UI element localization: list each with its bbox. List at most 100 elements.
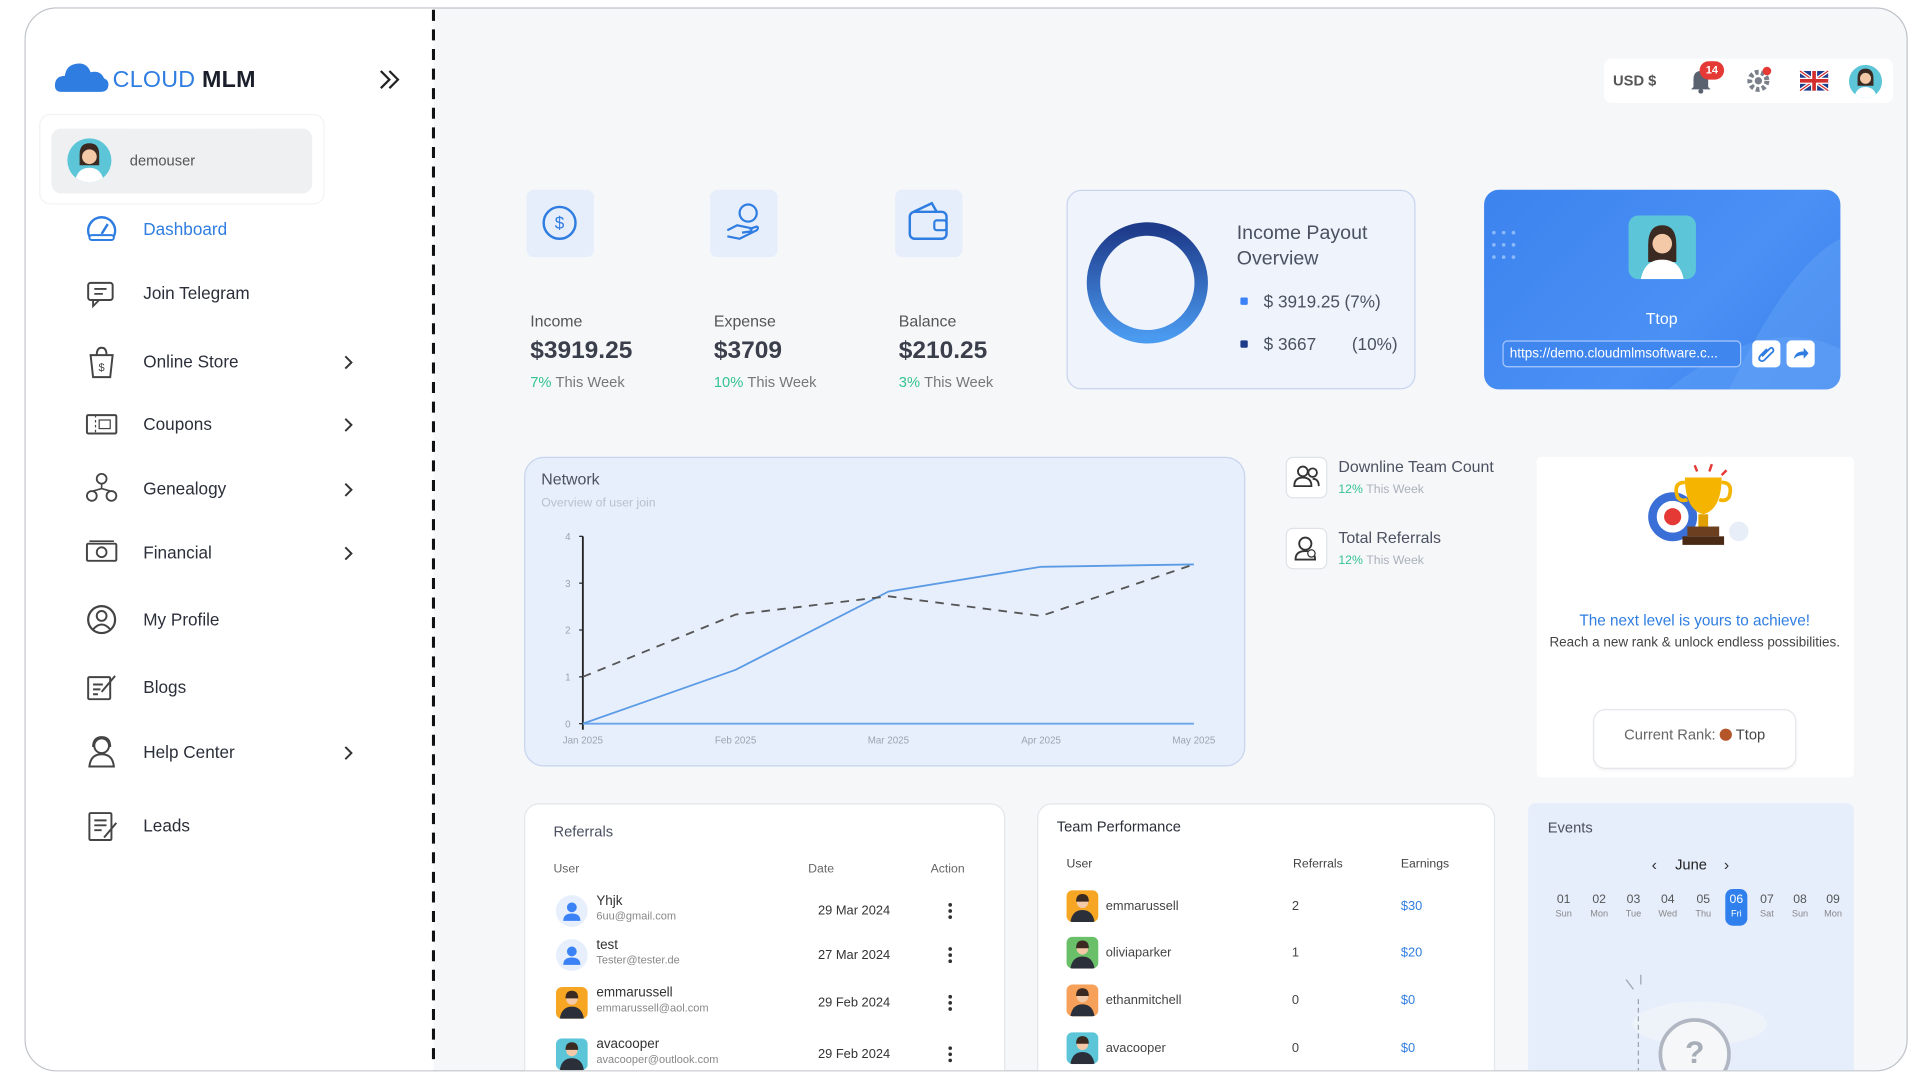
submenu-chevron xyxy=(343,481,355,497)
referral-link-box[interactable]: https://demo.cloudmlmsoftware.c... xyxy=(1502,340,1742,368)
series-line xyxy=(582,563,1194,725)
events-title: Events xyxy=(1547,819,1593,837)
share-button[interactable] xyxy=(1786,340,1815,368)
day-date[interactable]: 03 xyxy=(1626,893,1641,907)
chart-subtitle: Overview of user join xyxy=(541,496,656,510)
day-name: Wed xyxy=(1658,907,1678,919)
prev-month[interactable]: ‹ xyxy=(1651,855,1657,874)
stat-change-percent: 3% xyxy=(898,373,921,391)
copy-button[interactable] xyxy=(1752,340,1781,368)
nav-item[interactable]: Join Telegram xyxy=(143,282,250,303)
payout-donut xyxy=(1086,222,1208,344)
brand-logo xyxy=(54,63,109,92)
rank: Current Rank: Ttop xyxy=(1624,726,1765,743)
payout-card xyxy=(1066,189,1416,390)
user-email: emmarussell@aol.com xyxy=(596,1001,709,1014)
join-date: 29 Feb 2024 xyxy=(817,1046,891,1062)
day-date[interactable]: 08 xyxy=(1793,893,1807,907)
stat-change-percent: 7% xyxy=(530,373,552,391)
x-tick-label: Feb 2025 xyxy=(715,735,757,746)
trophy-illustration xyxy=(1648,463,1749,545)
team-stat-period: This Week xyxy=(1366,483,1424,497)
team-stat-change: 12% This Week xyxy=(1338,483,1424,496)
payout-title: Income Payout Overview xyxy=(1236,222,1368,270)
submenu-chevron xyxy=(343,744,355,760)
row-action-menu[interactable] xyxy=(947,902,954,919)
currency-selector[interactable]: USD $ xyxy=(1613,72,1657,90)
day-name: Sun xyxy=(1555,907,1572,919)
team-stat-period: This Week xyxy=(1366,554,1424,568)
team-stat-label: Total Referrals xyxy=(1338,528,1441,547)
referrals-card xyxy=(524,803,1006,1071)
day-date[interactable]: 09 xyxy=(1826,893,1840,907)
collapse-button[interactable] xyxy=(378,69,402,91)
team-performance-card xyxy=(1037,803,1496,1071)
notification-badge: 14 xyxy=(1699,61,1725,80)
series-line xyxy=(582,563,1195,678)
team-stat-percent: 12% xyxy=(1338,483,1363,497)
profile-avatar xyxy=(1628,215,1696,280)
stat-change-period: This Week xyxy=(747,373,817,391)
header-avatar[interactable] xyxy=(1848,64,1883,98)
nav-icon xyxy=(84,602,118,636)
nav-item[interactable]: Financial xyxy=(143,542,212,563)
language-flag[interactable] xyxy=(1798,69,1830,93)
nav-item[interactable]: My Profile xyxy=(143,609,220,630)
stat-icon xyxy=(710,189,778,258)
y-tick-label: 4 xyxy=(565,532,571,543)
day-date[interactable]: 05 xyxy=(1696,893,1711,907)
user-name: ethanmitchell xyxy=(1105,993,1182,1008)
column-header: Action xyxy=(930,862,965,877)
column-header: User xyxy=(553,862,580,877)
row-action-menu[interactable] xyxy=(947,947,954,964)
stat-icon: $ xyxy=(526,189,594,258)
profile-name: Ttop xyxy=(1645,309,1678,328)
stat-label: Balance xyxy=(898,311,957,330)
stat-label: Expense xyxy=(713,311,776,330)
y-tick-label: 2 xyxy=(565,626,570,637)
referral-link: https://demo.cloudmlmsoftware.c... xyxy=(1509,346,1718,362)
nav-item[interactable]: Blogs xyxy=(143,677,187,697)
team-stat-change: 12% This Week xyxy=(1338,554,1424,567)
user-avatar xyxy=(1066,984,1099,1017)
user-name: test xyxy=(596,937,619,953)
svg-text:$: $ xyxy=(555,213,565,233)
x-tick-label: May 2025 xyxy=(1172,735,1216,746)
submenu-chevron xyxy=(343,354,355,370)
day-date[interactable]: 06 xyxy=(1729,893,1744,907)
nav-icon xyxy=(84,407,118,441)
day-date[interactable]: 01 xyxy=(1556,893,1571,907)
nav-item[interactable]: Help Center xyxy=(143,742,235,762)
selected-day xyxy=(1725,888,1748,926)
y-tick-label: 0 xyxy=(565,719,571,730)
nav-item[interactable]: Genealogy xyxy=(143,478,227,499)
stat-change: 10% This Week xyxy=(714,373,817,390)
stat-icon xyxy=(895,189,963,258)
earnings: $0 xyxy=(1400,993,1416,1008)
nav-item[interactable]: Online Store xyxy=(143,351,239,372)
svg-text:?: ? xyxy=(1685,1034,1704,1070)
nav-icon xyxy=(84,808,118,842)
submenu-chevron xyxy=(343,545,355,561)
team-performance-title: Team Performance xyxy=(1056,817,1181,836)
settings-icon[interactable] xyxy=(1746,66,1772,93)
rank-value: Ttop xyxy=(1735,726,1766,744)
nav-item[interactable]: Dashboard xyxy=(143,219,228,239)
legend-swatch xyxy=(1240,297,1248,305)
brand-part: CLOUD xyxy=(112,67,196,94)
row-action-menu[interactable] xyxy=(947,1046,954,1063)
day-date[interactable]: 02 xyxy=(1592,893,1606,907)
nav-icon: $ xyxy=(84,344,118,379)
stat-label: Income xyxy=(530,311,583,330)
payout-amount: $ 3667 xyxy=(1263,334,1317,354)
nav-item[interactable]: Leads xyxy=(143,815,190,836)
next-month[interactable]: › xyxy=(1723,855,1730,874)
user-avatar xyxy=(1066,890,1099,923)
referral-count: 0 xyxy=(1291,1040,1299,1056)
referral-count: 0 xyxy=(1291,993,1299,1008)
user-avatar xyxy=(1066,936,1099,969)
day-date[interactable]: 07 xyxy=(1760,893,1774,907)
day-date[interactable]: 04 xyxy=(1660,893,1675,907)
nav-item[interactable]: Coupons xyxy=(143,413,212,434)
row-action-menu[interactable] xyxy=(947,994,954,1011)
